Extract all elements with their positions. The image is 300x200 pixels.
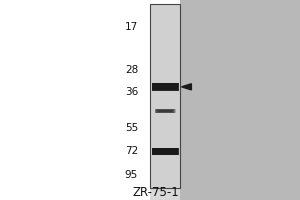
Bar <box>180 0 300 200</box>
Bar <box>158 110 172 112</box>
Bar <box>152 148 178 155</box>
Bar <box>158 110 172 112</box>
Bar <box>155 149 175 154</box>
Bar <box>157 85 173 89</box>
Bar <box>155 149 175 154</box>
Bar <box>154 109 176 113</box>
Bar <box>150 188 180 200</box>
Bar <box>155 84 175 89</box>
Text: 55: 55 <box>125 123 138 133</box>
Bar <box>155 109 175 113</box>
Text: 95: 95 <box>125 170 138 180</box>
Bar <box>158 110 172 112</box>
Bar <box>157 110 173 112</box>
Bar <box>152 148 178 155</box>
Bar <box>152 83 178 90</box>
Bar <box>153 84 177 90</box>
Bar <box>154 84 176 90</box>
Bar <box>156 149 174 154</box>
Bar <box>156 85 174 89</box>
Bar <box>152 83 178 91</box>
Bar <box>155 84 175 89</box>
Bar <box>156 109 174 113</box>
Bar <box>150 4 180 188</box>
Bar <box>157 110 173 112</box>
Text: 28: 28 <box>125 65 138 75</box>
Bar <box>154 149 176 154</box>
Bar <box>159 110 171 112</box>
Bar <box>157 150 173 153</box>
Text: 17: 17 <box>125 22 138 32</box>
Bar <box>154 148 176 155</box>
Bar <box>156 109 174 113</box>
Polygon shape <box>182 84 191 90</box>
Text: 36: 36 <box>125 87 138 97</box>
Bar <box>154 84 176 90</box>
Bar <box>154 84 176 90</box>
Bar <box>156 109 174 113</box>
Bar <box>152 83 178 90</box>
Bar <box>156 85 174 89</box>
Bar <box>156 149 174 154</box>
Bar <box>155 109 175 113</box>
Bar <box>152 148 178 155</box>
Text: 72: 72 <box>125 146 138 156</box>
Bar <box>154 149 176 154</box>
Bar <box>153 148 177 155</box>
Text: ZR-75-1: ZR-75-1 <box>133 186 179 198</box>
